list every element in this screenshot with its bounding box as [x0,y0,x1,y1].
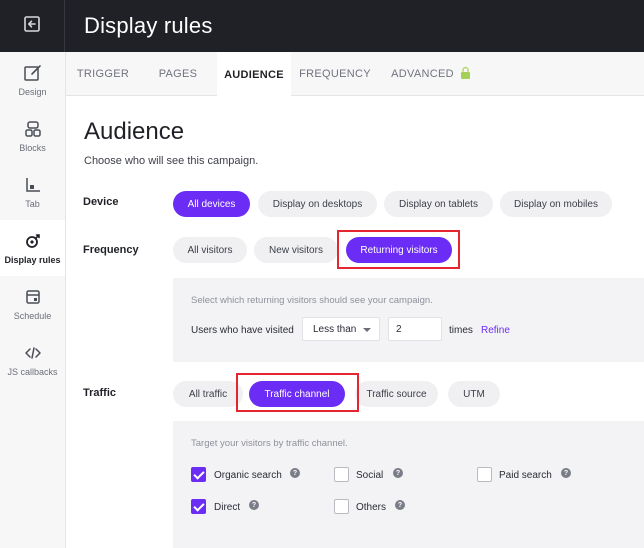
traffic-panel: Target your visitors by traffic channel.… [173,421,644,548]
help-icon[interactable]: ? [249,500,259,510]
exit-button[interactable] [0,0,65,52]
sidebar-item-blocks[interactable]: Blocks [0,108,65,164]
device-option-desktops[interactable]: Display on desktops [258,191,377,217]
visited-label: Users who have visited [191,325,294,336]
tab-advanced[interactable]: ADVANCED [382,52,480,96]
sidebar-item-label: Blocks [19,143,46,153]
tab-pages[interactable]: PAGES [158,68,198,80]
times-label: times [449,325,473,336]
blocks-icon [24,120,42,138]
traffic-option-channel[interactable]: Traffic channel [249,381,345,407]
comparator-value: Less than [313,323,357,335]
organic-search-label: Organic search [214,470,282,481]
frequency-label: Frequency [83,244,139,256]
lock-icon [460,66,471,82]
comparator-select[interactable]: Less than [302,317,380,341]
frequency-option-returning-visitors[interactable]: Returning visitors [346,237,452,263]
display-rules-icon [24,232,42,250]
sidebar-item-schedule[interactable]: Schedule [0,276,65,332]
direct-checkbox[interactable] [191,499,206,514]
exit-icon [23,15,41,38]
paid-search-checkbox[interactable] [477,467,492,482]
top-bar: Display rules [0,0,644,52]
sidebar-item-js-callbacks[interactable]: JS callbacks [0,332,65,388]
tab-icon [24,176,42,194]
help-icon[interactable]: ? [561,468,571,478]
others-label: Others [356,502,387,513]
organic-search-checkbox[interactable] [191,467,206,482]
device-option-tablets[interactable]: Display on tablets [384,191,493,217]
traffic-panel-description: Target your visitors by traffic channel. [191,438,348,449]
main-content: Audience Choose who will see this campai… [66,96,644,548]
device-label: Device [83,196,119,208]
traffic-option-all-traffic[interactable]: All traffic [173,381,243,407]
help-icon[interactable]: ? [290,468,300,478]
tab-frequency[interactable]: FREQUENCY [299,68,371,80]
sidebar-item-label: Display rules [4,255,61,265]
paid-search-label: Paid search [499,470,552,481]
chevron-down-icon [363,328,371,332]
frequency-option-new-visitors[interactable]: New visitors [254,237,338,263]
device-option-mobiles[interactable]: Display on mobiles [500,191,612,217]
sidebar-item-label: Tab [25,199,40,209]
frequency-panel: Select which returning visitors should s… [173,278,644,362]
direct-label: Direct [214,502,241,513]
refine-link[interactable]: Refine [481,325,510,336]
design-icon [23,64,43,82]
sidebar-item-display-rules[interactable]: Display rules [0,220,65,276]
sidebar-item-design[interactable]: Design [0,52,65,108]
sidebar-item-tab[interactable]: Tab [0,164,65,220]
tab-advanced-label: ADVANCED [391,68,454,80]
code-icon [24,344,42,362]
traffic-option-source[interactable]: Traffic source [355,381,438,407]
traffic-option-utm[interactable]: UTM [448,381,500,407]
sidebar-item-label: Design [18,87,47,97]
tab-bar: TRIGGER PAGES AUDIENCE FREQUENCY ADVANCE… [66,52,644,97]
sidebar-item-label: JS callbacks [7,367,58,377]
schedule-icon [24,288,42,306]
visit-count-input[interactable] [388,317,442,341]
sidebar-item-label: Schedule [13,311,52,321]
help-icon[interactable]: ? [393,468,403,478]
social-checkbox[interactable] [334,467,349,482]
social-label: Social [356,470,384,481]
tab-audience[interactable]: AUDIENCE [217,52,291,97]
section-subtitle: Choose who will see this campaign. [84,155,259,167]
page-title: Display rules [84,13,213,38]
frequency-panel-description: Select which returning visitors should s… [191,295,433,306]
sidebar: Design Blocks Tab Display rules Schedule… [0,52,66,548]
help-icon[interactable]: ? [395,500,405,510]
frequency-option-all-visitors[interactable]: All visitors [173,237,247,263]
device-option-all-devices[interactable]: All devices [173,191,250,217]
traffic-label: Traffic [83,387,117,399]
section-title: Audience [84,118,185,145]
tab-trigger[interactable]: TRIGGER [76,68,130,80]
others-checkbox[interactable] [334,499,349,514]
